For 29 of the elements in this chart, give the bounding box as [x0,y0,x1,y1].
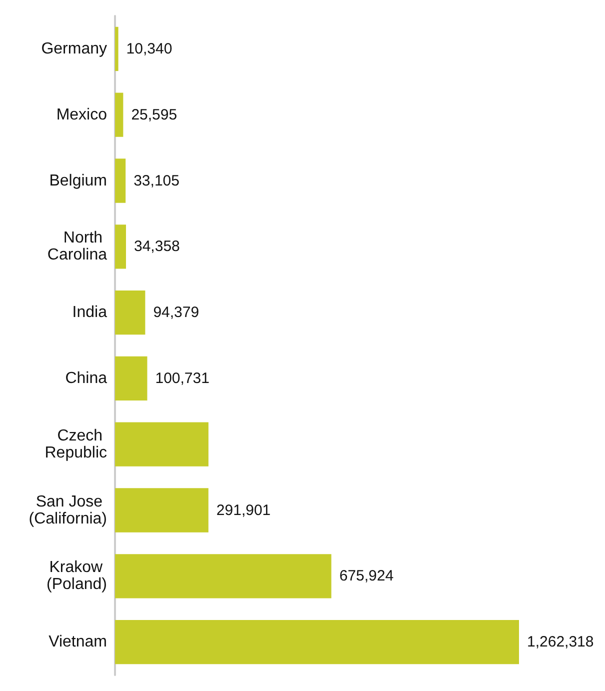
y-tick-label: India [72,304,108,322]
y-tick-label: Belgium [49,172,107,190]
bar [115,488,208,532]
data-label: 10,340 [126,40,172,58]
y-tick-label: San Jose (California) [28,493,107,528]
bar [115,158,126,203]
data-label: 94,379 [153,304,200,322]
data-label: 34,358 [134,238,180,256]
bar [115,224,126,269]
bar [115,620,519,664]
bar [115,422,208,466]
y-tick-label: North Carolina [47,230,108,264]
data-label: 33,105 [134,172,180,190]
y-tick-label: Krakow (Poland) [46,559,107,594]
bar [115,554,332,598]
bar [115,356,148,401]
data-label: 100,731 [155,370,210,387]
data-label: 291,901 [216,502,271,519]
data-label: 25,595 [131,106,178,124]
data-label: 1,262,318 [527,634,594,651]
y-tick-label: Vietnam [48,634,107,651]
data-label: 675,924 [339,568,394,585]
y-tick-label: Czech Republic [44,427,107,462]
y-tick-label: Germany [41,40,107,58]
bar [115,26,118,72]
bar [115,290,146,335]
y-tick-label: China [65,370,108,387]
y-tick-label: Mexico [56,106,108,124]
bar [115,92,124,137]
